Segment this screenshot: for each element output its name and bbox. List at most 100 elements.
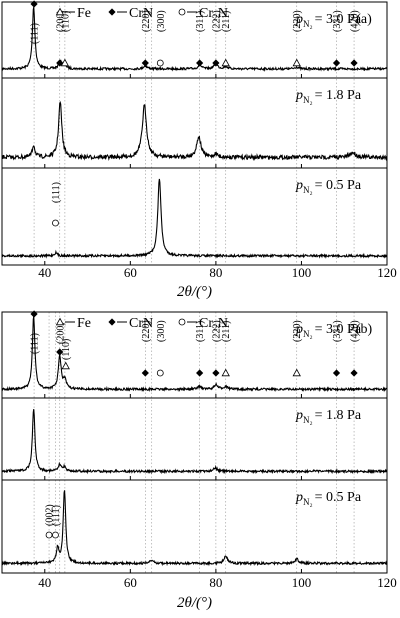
miller-index-label: (311) xyxy=(195,321,206,342)
legend-label: Fe xyxy=(77,6,91,21)
pressure-label-base: p xyxy=(295,408,303,423)
pressure-label-base: p xyxy=(295,322,303,337)
peak-marker-diamond-filled xyxy=(212,59,220,67)
pressure-label: pN₂ = 3.0 Pa xyxy=(295,12,362,29)
panel-label: (b) xyxy=(356,322,373,337)
x-tick-label: 80 xyxy=(209,265,222,280)
x-axis-label: 2θ/(°) xyxy=(177,595,212,611)
peak-marker-triangle-open xyxy=(292,368,301,377)
diffraction-curve xyxy=(1,316,388,393)
pressure-label-base: p xyxy=(295,88,303,103)
peak-marker-diamond-filled xyxy=(30,0,38,8)
pressure-label-subscript: N₂ xyxy=(303,185,313,195)
peak-marker-triangle-open xyxy=(60,58,70,67)
subplot-frame xyxy=(1,167,388,266)
peak-marker-circle-open xyxy=(45,531,53,539)
x-tick-label: 100 xyxy=(292,265,312,280)
pressure-label-base: p xyxy=(295,12,303,27)
peak-marker-diamond-filled xyxy=(350,369,358,377)
pressure-label: pN₂ = 3.0 Pa xyxy=(295,322,362,339)
x-tick-label: 40 xyxy=(38,575,51,590)
miller-index-label: (211) xyxy=(221,11,232,32)
miller-index-label: (200) xyxy=(55,10,66,32)
x-tick-label: 40 xyxy=(38,265,51,280)
subplot-a-2: pN₂ = 0.5 Pa (111) xyxy=(1,167,388,266)
pressure-label-subscript: N₂ xyxy=(303,329,313,339)
peak-marker-diamond-filled xyxy=(141,369,149,377)
peak-marker-circle-open xyxy=(52,531,59,539)
pressure-label: pN₂ = 0.5 Pa xyxy=(295,490,362,507)
miller-index-label: (222) xyxy=(211,10,222,32)
x-tick-label: 60 xyxy=(124,265,137,280)
miller-index-label: (111) xyxy=(51,182,62,203)
pressure-label: pN₂ = 0.5 Pa xyxy=(295,178,362,195)
peak-marker-triangle-open xyxy=(61,361,70,370)
pressure-label-base: p xyxy=(295,178,303,193)
x-tick-label: 60 xyxy=(124,575,137,590)
miller-index-label: (110) xyxy=(61,339,72,360)
peak-marker-diamond-filled xyxy=(212,369,220,377)
legend-marker-circle-open xyxy=(178,318,186,326)
peak-marker-diamond-filled xyxy=(196,369,204,377)
chart-panel-b: pN₂ = 3.0 Pa(111) (200)(110)(220) (300) (311… xyxy=(1,310,397,611)
x-tick-label: 120 xyxy=(377,575,397,590)
miller-index-label: (111) xyxy=(30,23,41,44)
peak-marker-diamond-filled xyxy=(196,59,204,67)
subplot-frame xyxy=(1,479,388,574)
diffraction-curve xyxy=(1,409,388,475)
pressure-label-base: p xyxy=(295,490,303,505)
miller-index-label: (111) xyxy=(51,505,62,526)
miller-index-label: (220) xyxy=(141,10,152,32)
x-tick-label: 100 xyxy=(292,575,312,590)
peak-marker-triangle-open xyxy=(221,58,230,67)
legend-label: Fe xyxy=(77,316,91,331)
legend-marker-triangle-open xyxy=(55,317,65,326)
legend-marker-diamond-filled xyxy=(108,318,116,326)
peak-marker-diamond-filled xyxy=(30,310,38,318)
miller-index-label: (110) xyxy=(60,11,71,32)
miller-index-label: (200) xyxy=(55,322,66,344)
miller-index-label: (311) xyxy=(195,11,206,32)
diffraction-curve xyxy=(1,178,388,259)
diffraction-curve xyxy=(1,100,388,162)
peak-marker-triangle-open xyxy=(221,368,230,377)
miller-index-label: (002) xyxy=(45,504,56,526)
legend-marker-triangle-open xyxy=(55,7,65,16)
peak-marker-diamond-filled xyxy=(350,59,358,67)
subplot-b-2: pN₂ = 0.5 Pa (002)(111) xyxy=(1,479,388,574)
pressure-label-value: = 3.0 Pa xyxy=(315,12,362,27)
pressure-label-value: = 3.0 Pa xyxy=(315,322,362,337)
x-tick-label: 80 xyxy=(209,575,222,590)
miller-index-label: (220) xyxy=(141,320,152,342)
miller-index-label: (300) xyxy=(156,320,167,342)
pressure-label-subscript: N₂ xyxy=(303,95,313,105)
legend-label: CrN xyxy=(129,6,153,21)
miller-index-label: (331) xyxy=(332,10,343,32)
miller-index-label: (211) xyxy=(221,321,232,342)
miller-index-label: (331) xyxy=(332,320,343,342)
miller-index-label: (220) xyxy=(292,10,303,32)
pressure-label-value: = 0.5 Pa xyxy=(315,490,362,505)
legend: Fe CrN Cr₂N xyxy=(55,316,228,331)
panel-label: (a) xyxy=(356,12,372,27)
pressure-label-value: = 1.8 Pa xyxy=(315,88,362,103)
legend-marker-circle-open xyxy=(178,8,186,16)
legend-label: Cr₂N xyxy=(199,316,228,331)
miller-index-label: (222) xyxy=(211,320,222,342)
peak-marker-diamond-filled xyxy=(332,59,341,67)
miller-index-label: (300) xyxy=(156,10,167,32)
peak-marker-circle-open xyxy=(156,369,164,377)
legend-marker-diamond-filled xyxy=(108,8,116,16)
x-axis-label: 2θ/(°) xyxy=(177,284,212,300)
peak-marker-diamond-filled xyxy=(56,348,64,356)
chart-panel-a: pN₂ = 3.0 Pa(111)(200)(110) (220) (300) (311… xyxy=(1,0,397,300)
peak-marker-circle-open xyxy=(156,59,164,67)
pressure-label-value: = 1.8 Pa xyxy=(315,408,362,423)
x-tick-label: 120 xyxy=(377,265,397,280)
miller-index-label: (420) xyxy=(350,320,361,342)
legend: Fe CrN Cr₂N xyxy=(55,6,228,21)
subplot-a-1: pN₂ = 1.8 Pa xyxy=(1,77,388,169)
peak-marker-circle-open xyxy=(52,219,59,227)
peak-marker-diamond-filled xyxy=(56,59,64,67)
